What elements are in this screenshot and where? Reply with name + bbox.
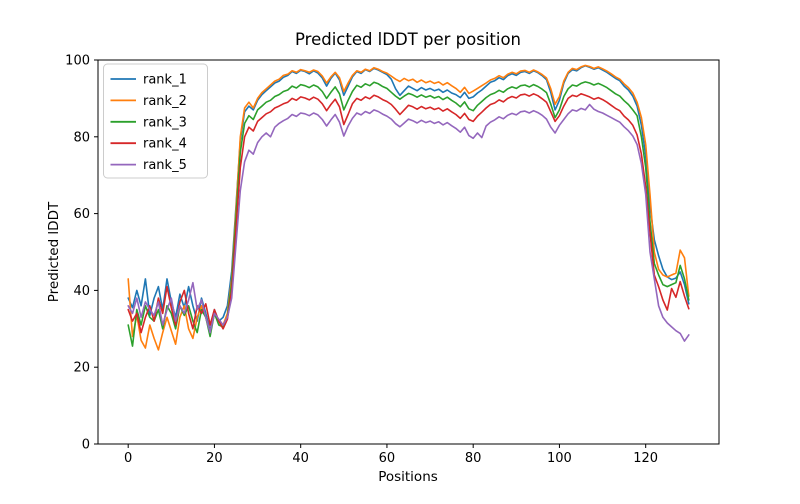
x-axis-label: Positions: [378, 469, 438, 485]
series-line-rank_4: [127, 93, 690, 334]
y-tick-label: 0: [82, 438, 90, 453]
x-tick-label: 60: [379, 451, 396, 466]
y-tick-label: 100: [65, 54, 90, 69]
plot-border: [97, 59, 720, 445]
chart-title: Predicted lDDT per position: [295, 30, 521, 49]
legend-label-rank_2: rank_2: [143, 94, 187, 109]
y-axis-ticks: 0 20 40 60 80 100: [65, 54, 98, 453]
legend: rank_1 rank_2 rank_3 rank_4 rank_5: [103, 63, 208, 179]
x-axis-ticks: 0 20 40 60 80 100 120: [124, 444, 658, 466]
legend-label-rank_5: rank_5: [143, 158, 187, 173]
x-tick-label: 100: [547, 451, 572, 466]
y-tick-label: 40: [73, 284, 90, 299]
y-tick-label: 60: [73, 207, 90, 222]
y-axis-label: Predicted lDDT: [46, 201, 62, 302]
x-tick-label: 120: [633, 451, 658, 466]
x-tick-label: 20: [206, 451, 223, 466]
y-tick-label: 20: [73, 361, 90, 376]
x-tick-label: 40: [292, 451, 309, 466]
y-tick-label: 80: [73, 130, 90, 145]
legend-label-rank_3: rank_3: [143, 115, 187, 130]
series-line-rank_3: [127, 81, 690, 347]
series-line-rank_2: [127, 64, 690, 351]
legend-box: [103, 63, 208, 179]
series-lines: [127, 64, 690, 351]
series-line-rank_5: [127, 103, 690, 342]
x-tick-label: 80: [465, 451, 482, 466]
x-tick-label: 0: [124, 451, 132, 466]
legend-label-rank_1: rank_1: [143, 73, 187, 88]
legend-label-rank_4: rank_4: [143, 137, 187, 152]
